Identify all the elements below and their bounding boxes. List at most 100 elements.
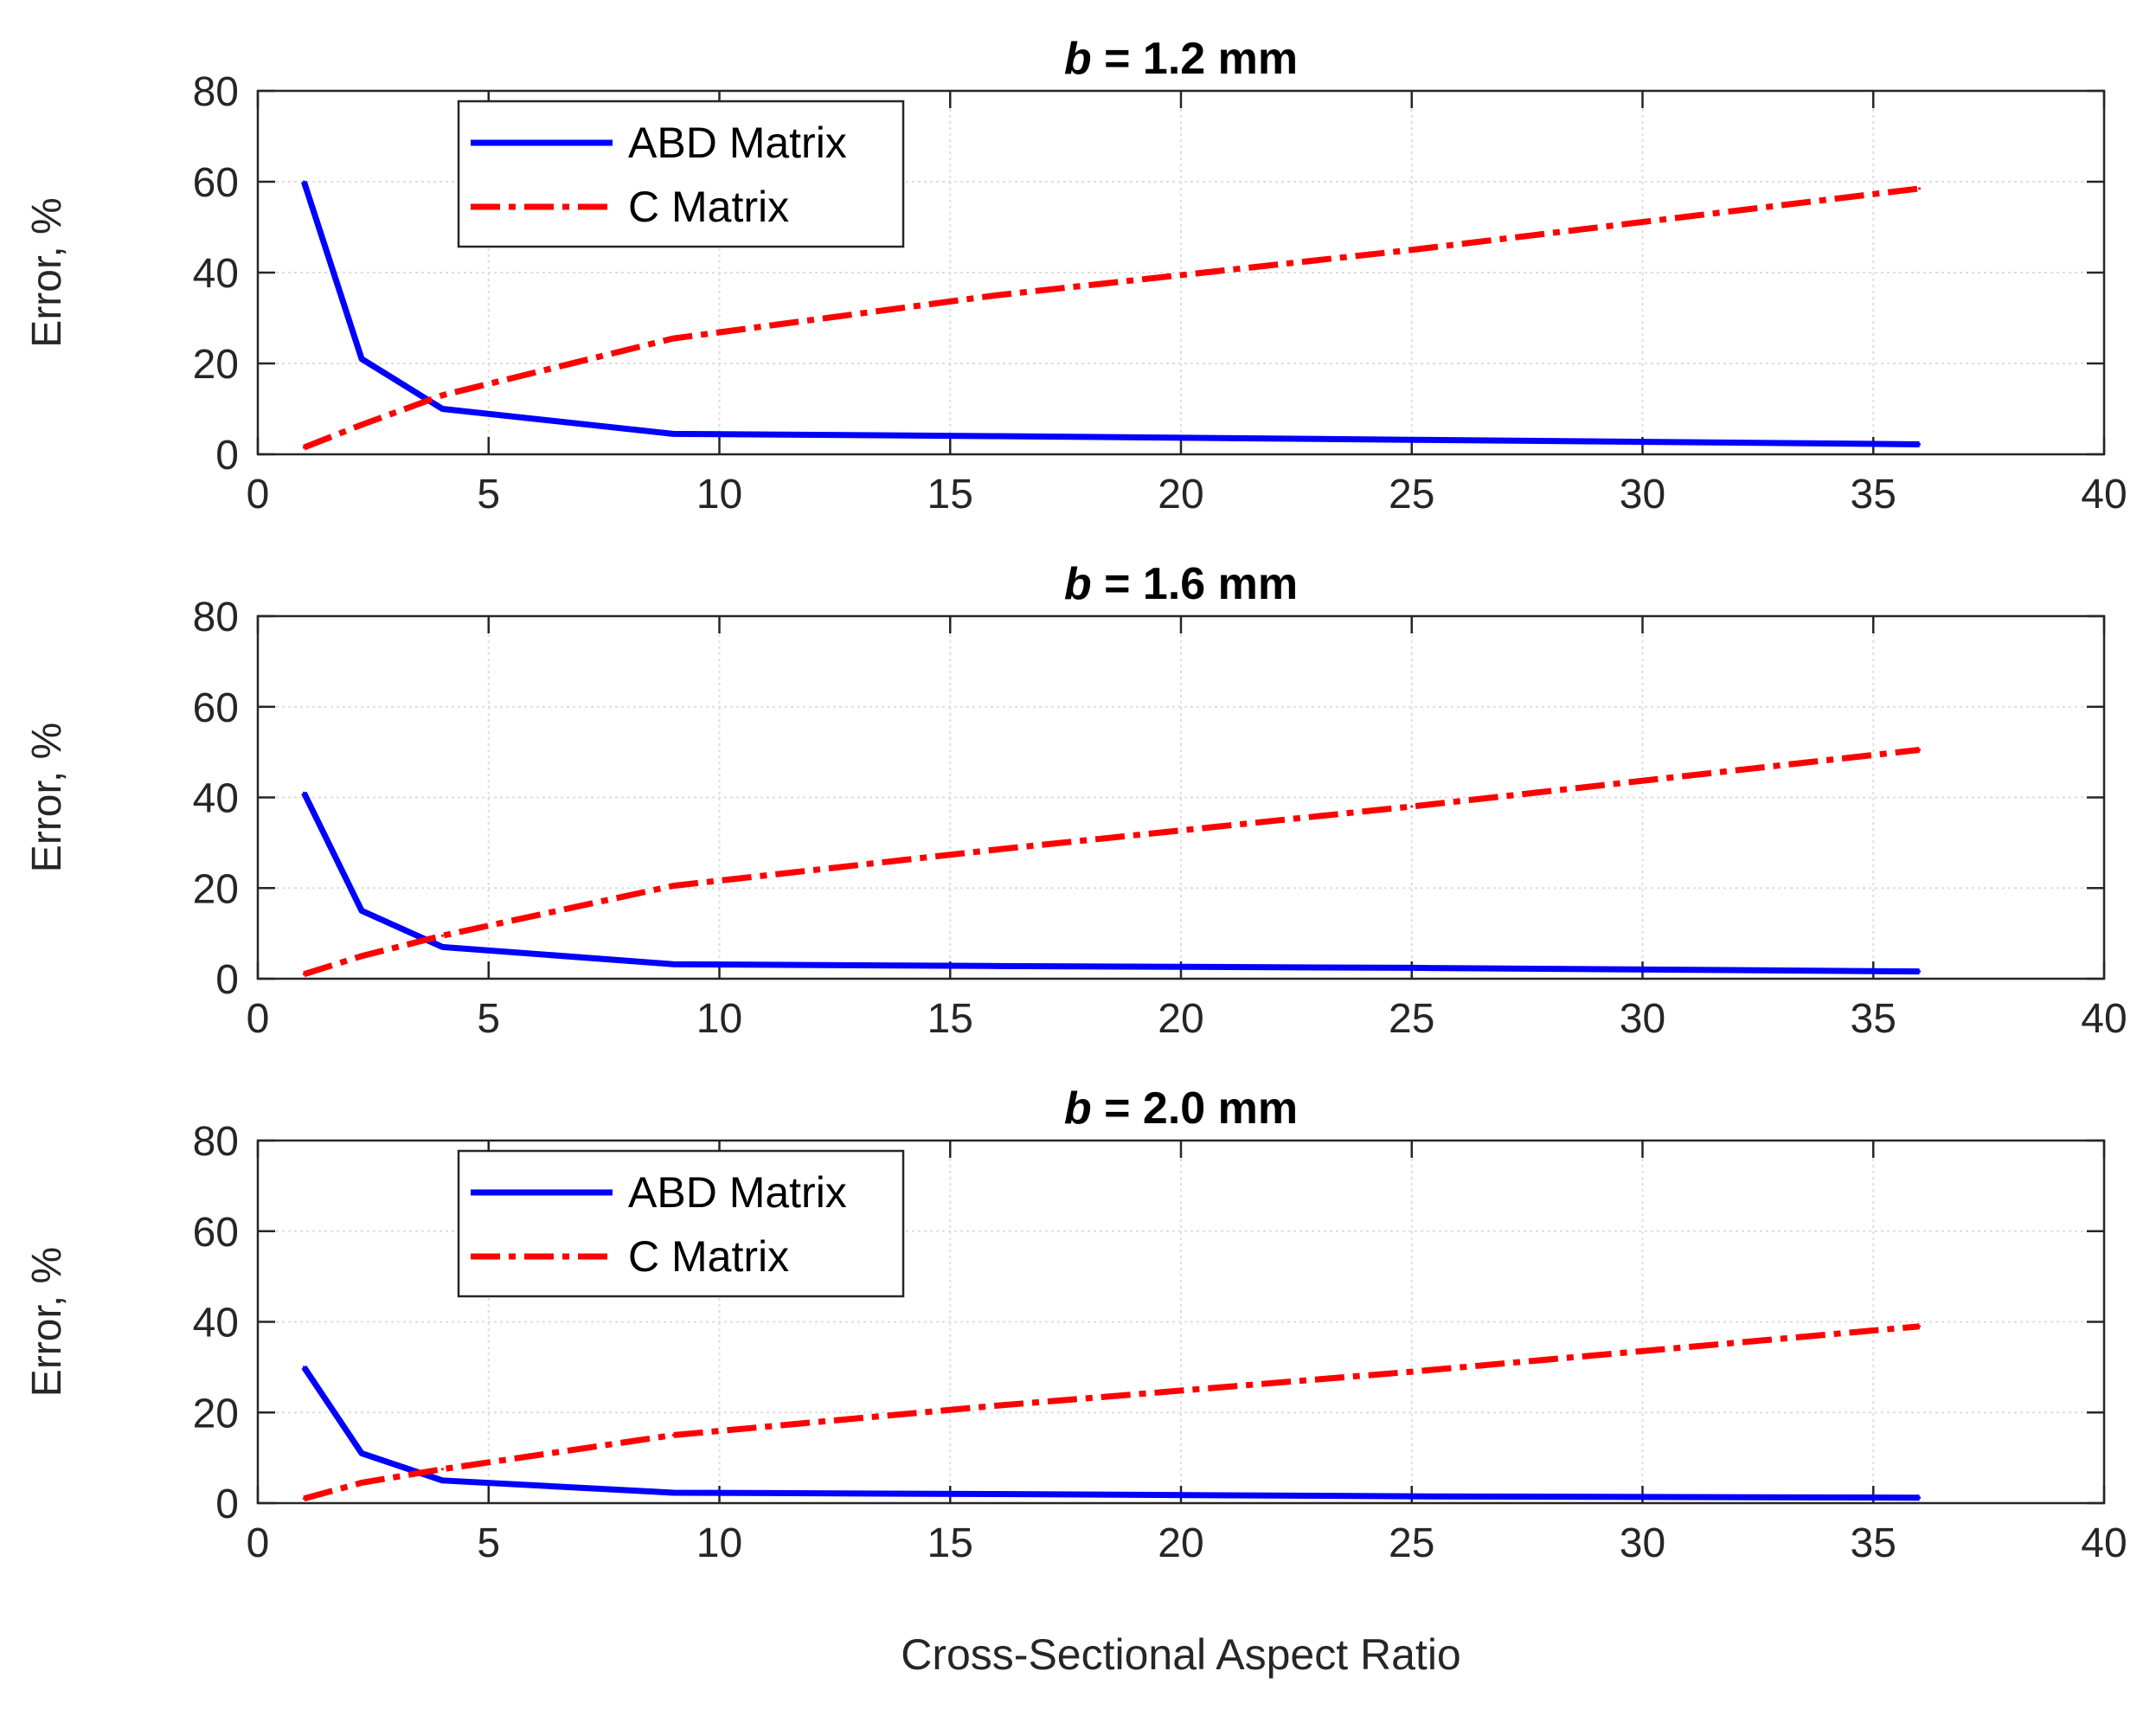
data-point-c-matrix bbox=[671, 884, 675, 888]
y-tick-label: 80 bbox=[193, 69, 239, 115]
data-point-c-matrix bbox=[440, 934, 444, 937]
data-point-c-matrix bbox=[360, 1481, 363, 1484]
legend-entry-label: C Matrix bbox=[628, 183, 789, 231]
data-point-abd-matrix bbox=[440, 408, 444, 410]
y-tick-label: 20 bbox=[193, 1391, 239, 1436]
y-tick-label: 0 bbox=[215, 1481, 239, 1527]
y-tick-label: 80 bbox=[193, 1119, 239, 1165]
x-tick-label: 40 bbox=[2081, 1520, 2127, 1566]
chart-title-rest: = 1.2 mm bbox=[1092, 34, 1298, 84]
data-point-abd-matrix bbox=[995, 434, 998, 438]
x-axis-label: Cross-Sectional Aspect Ratio bbox=[901, 1630, 1461, 1679]
x-tick-label: 30 bbox=[1620, 472, 1665, 517]
x-tick-label: 20 bbox=[1158, 1520, 1203, 1566]
data-point-abd-matrix bbox=[360, 357, 363, 361]
x-tick-label: 40 bbox=[2081, 472, 2127, 517]
y-tick-label: 40 bbox=[193, 776, 239, 822]
chart-panel-2: 0 5 10 15 20 25 30 35 40 0 20 40 60 80 b = 1.6 mm Error… bbox=[24, 559, 2127, 1042]
data-point-c-matrix bbox=[1410, 248, 1414, 252]
data-point-abd-matrix bbox=[360, 909, 363, 912]
x-tick-label: 25 bbox=[1389, 996, 1434, 1042]
data-point-abd-matrix bbox=[440, 945, 444, 948]
y-axis-label: Error, % bbox=[24, 197, 70, 347]
x-tick-label: 15 bbox=[927, 472, 973, 517]
data-point-abd-matrix bbox=[1918, 1496, 1922, 1500]
data-point-c-matrix bbox=[1918, 187, 1922, 190]
x-tick-label: 10 bbox=[696, 472, 742, 517]
data-point-c-matrix bbox=[1410, 805, 1414, 808]
x-tick-label: 35 bbox=[1851, 472, 1896, 517]
data-point-abd-matrix bbox=[1918, 442, 1922, 446]
x-tick-label: 5 bbox=[477, 996, 500, 1042]
x-tick-label: 0 bbox=[247, 472, 270, 517]
y-axis-label: Error, % bbox=[24, 723, 70, 872]
x-tick-label: 5 bbox=[477, 472, 500, 517]
data-point-abd-matrix bbox=[671, 1491, 675, 1494]
y-tick-label: 0 bbox=[215, 433, 239, 479]
data-point-c-matrix bbox=[995, 1404, 998, 1407]
data-point-c-matrix bbox=[440, 1468, 444, 1471]
data-point-abd-matrix bbox=[1410, 1494, 1414, 1498]
data-point-c-matrix bbox=[302, 1497, 305, 1501]
legend: ABD Matrix C Matrix bbox=[457, 1149, 905, 1298]
data-point-abd-matrix bbox=[302, 1366, 305, 1369]
data-point-c-matrix bbox=[360, 954, 363, 958]
data-point-c-matrix bbox=[302, 973, 305, 976]
x-tick-label: 25 bbox=[1389, 472, 1434, 517]
data-point-c-matrix bbox=[360, 423, 363, 427]
x-tick-label: 0 bbox=[247, 996, 270, 1042]
y-tick-label: 40 bbox=[193, 1301, 239, 1346]
chart-title-variable: b bbox=[1064, 34, 1092, 84]
chart-title: b = 1.6 mm bbox=[1064, 559, 1298, 609]
chart-title: b = 1.2 mm bbox=[1064, 34, 1298, 84]
legend-entry-label: ABD Matrix bbox=[628, 119, 847, 167]
data-point-abd-matrix bbox=[1410, 438, 1414, 441]
x-tick-label: 35 bbox=[1851, 996, 1896, 1042]
x-tick-label: 20 bbox=[1158, 472, 1203, 517]
data-point-c-matrix bbox=[440, 394, 444, 397]
data-point-c-matrix bbox=[671, 337, 675, 340]
data-point-c-matrix bbox=[995, 848, 998, 852]
chart-title-rest: = 2.0 mm bbox=[1092, 1083, 1298, 1134]
chart-title-rest: = 1.6 mm bbox=[1092, 559, 1298, 609]
x-tick-label: 20 bbox=[1158, 996, 1203, 1042]
data-point-c-matrix bbox=[1918, 749, 1922, 752]
chart-panel-3: 0 5 10 15 20 25 30 35 40 0 20 40 60 80 b = 2.0 mm Error… bbox=[24, 1083, 2127, 1679]
chart-title: b = 2.0 mm bbox=[1064, 1083, 1298, 1134]
data-point-abd-matrix bbox=[302, 180, 305, 183]
y-tick-label: 60 bbox=[193, 160, 239, 206]
x-tick-label: 15 bbox=[927, 1520, 973, 1566]
y-tick-label: 60 bbox=[193, 1210, 239, 1256]
x-tick-label: 10 bbox=[696, 1520, 742, 1566]
chart-title-variable: b bbox=[1064, 559, 1092, 609]
legend-entry-label: C Matrix bbox=[628, 1232, 789, 1281]
y-axis-label: Error, % bbox=[24, 1247, 70, 1397]
data-point-abd-matrix bbox=[671, 432, 675, 435]
data-point-abd-matrix bbox=[1410, 966, 1414, 969]
x-tick-label: 15 bbox=[927, 996, 973, 1042]
data-point-abd-matrix bbox=[995, 1493, 998, 1496]
x-tick-label: 5 bbox=[477, 1520, 500, 1566]
data-point-c-matrix bbox=[995, 293, 998, 297]
x-tick-label: 10 bbox=[696, 996, 742, 1042]
chart-title-variable: b bbox=[1064, 1083, 1092, 1134]
legend-entry-label: ABD Matrix bbox=[628, 1168, 847, 1217]
data-point-c-matrix bbox=[671, 1433, 675, 1436]
data-point-c-matrix bbox=[1410, 1370, 1414, 1373]
y-tick-label: 80 bbox=[193, 594, 239, 640]
data-point-c-matrix bbox=[302, 446, 305, 449]
data-point-abd-matrix bbox=[360, 1451, 363, 1455]
data-point-abd-matrix bbox=[995, 964, 998, 967]
data-point-abd-matrix bbox=[671, 962, 675, 966]
y-tick-label: 20 bbox=[193, 866, 239, 912]
x-tick-label: 30 bbox=[1620, 1520, 1665, 1566]
data-point-abd-matrix bbox=[1918, 970, 1922, 974]
y-tick-label: 60 bbox=[193, 685, 239, 731]
chart-panel-1: 0 5 10 15 20 25 30 35 40 0 20 40 60 80 b = 1.2 mm Error… bbox=[24, 34, 2127, 517]
x-tick-label: 35 bbox=[1851, 1520, 1896, 1566]
data-point-abd-matrix bbox=[440, 1479, 444, 1482]
data-point-abd-matrix bbox=[302, 791, 305, 794]
x-tick-label: 25 bbox=[1389, 1520, 1434, 1566]
y-tick-label: 40 bbox=[193, 251, 239, 297]
